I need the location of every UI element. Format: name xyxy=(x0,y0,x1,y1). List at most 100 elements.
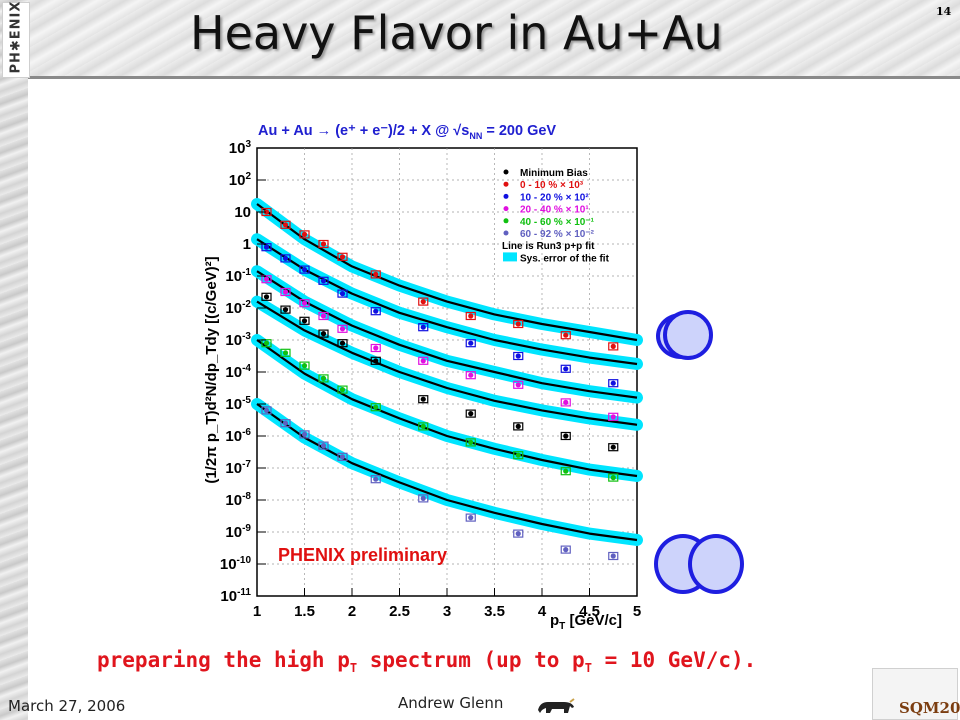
data-point-box xyxy=(418,395,429,404)
caption-part2: spectrum (up to p xyxy=(357,648,585,672)
data-point-box xyxy=(560,431,571,441)
data-point-box xyxy=(560,398,571,407)
data-point xyxy=(320,443,327,449)
data-point xyxy=(515,321,521,327)
data-point xyxy=(610,343,616,349)
data-point xyxy=(420,423,426,429)
data-point xyxy=(468,313,474,319)
data-point xyxy=(515,382,521,388)
data-point xyxy=(320,241,327,247)
data-point xyxy=(320,375,327,381)
data-points xyxy=(261,207,619,561)
y-tick-label: 10-4 xyxy=(225,363,251,381)
data-point xyxy=(320,331,327,337)
y-tick-label: 10-1 xyxy=(225,267,251,285)
y-tick-label: 10 xyxy=(234,204,251,221)
data-point-box xyxy=(513,451,524,460)
y-tick-label: 10-7 xyxy=(225,459,251,477)
marble-sidebar xyxy=(0,0,28,720)
data-point xyxy=(468,340,474,346)
y-tick-labels: 10310210110-110-210-310-410-510-610-710-… xyxy=(220,139,266,605)
data-point xyxy=(610,414,616,420)
data-point-box xyxy=(418,297,429,306)
data-point xyxy=(301,363,308,369)
data-point-box xyxy=(280,305,291,314)
data-point xyxy=(515,353,521,359)
data-point xyxy=(610,475,616,481)
legend-entry: Sys. error of the fit xyxy=(520,253,610,264)
y-tick-label: 1 xyxy=(243,236,251,253)
data-point-box xyxy=(299,316,310,325)
phenix-logo: PH✱ENIX xyxy=(2,0,30,78)
data-point-box xyxy=(608,342,619,351)
y-tick-label: 10-10 xyxy=(220,555,252,573)
y-tick-label: 10-5 xyxy=(225,395,251,413)
legend-entry: Minimum Bias xyxy=(520,168,588,179)
data-point xyxy=(301,267,308,273)
circle-top-front xyxy=(663,310,713,360)
data-point xyxy=(468,439,474,445)
data-point xyxy=(339,387,346,393)
data-point xyxy=(263,244,270,250)
data-point xyxy=(263,407,270,413)
data-point xyxy=(373,476,379,482)
fit-curve xyxy=(256,203,638,342)
circle-bottom-right xyxy=(688,534,744,594)
data-point xyxy=(420,324,426,330)
data-point-box xyxy=(370,307,381,316)
data-point xyxy=(282,420,289,426)
data-point-box xyxy=(370,475,381,484)
data-point-box xyxy=(280,348,291,357)
data-point-box xyxy=(465,339,476,348)
legend-marker xyxy=(503,193,509,199)
data-point xyxy=(563,468,569,474)
data-point-box xyxy=(560,364,571,373)
data-point-box xyxy=(560,467,571,476)
data-point-box xyxy=(370,356,381,365)
header-divider xyxy=(28,76,960,79)
data-point xyxy=(301,300,308,306)
data-point xyxy=(420,396,426,402)
data-point xyxy=(373,271,379,277)
data-point-box xyxy=(261,243,272,252)
data-point xyxy=(420,299,426,305)
chart-title-sub: NN xyxy=(469,131,482,141)
data-point xyxy=(301,231,308,237)
data-point-box xyxy=(418,323,429,332)
data-point xyxy=(563,399,569,405)
legend-entry: 20 - 40 % × 10¹ xyxy=(520,205,589,216)
data-point-box xyxy=(337,252,348,261)
legend-entry: 40 - 60 % × 10⁻¹ xyxy=(520,217,595,228)
legend-marker xyxy=(503,252,517,262)
x-tick-label: 3.5 xyxy=(484,603,505,620)
data-point xyxy=(282,255,289,261)
slide-date: March 27, 2006 xyxy=(8,697,126,715)
data-point-box xyxy=(337,385,348,394)
data-point-box xyxy=(465,438,476,447)
x-axis-label-unit: [GeV/c] xyxy=(565,612,622,629)
data-point xyxy=(263,294,270,300)
x-tick-label: 1.5 xyxy=(294,603,315,620)
legend-marker xyxy=(503,169,509,175)
data-point xyxy=(282,350,289,356)
legend-entry: 0 - 10 % × 10³ xyxy=(520,180,584,191)
data-point xyxy=(563,332,569,338)
data-point xyxy=(282,222,289,228)
fit-curve xyxy=(256,403,638,542)
data-point xyxy=(339,291,346,297)
legend-entry: 60 - 92 % × 10⁻² xyxy=(520,229,595,240)
data-point-box xyxy=(337,452,348,461)
phenix-logo-text: PH✱ENIX xyxy=(8,0,24,74)
slide-title: Heavy Flavor in Au+Au xyxy=(190,6,723,60)
legend-marker xyxy=(503,206,509,212)
data-point xyxy=(515,452,521,458)
data-point-box xyxy=(465,409,476,418)
data-point xyxy=(339,454,346,460)
caption-sub2: T xyxy=(584,661,592,676)
caption-part1: preparing the high p xyxy=(97,648,350,672)
data-point-box xyxy=(299,430,310,439)
data-point-box xyxy=(261,406,272,415)
data-point xyxy=(563,366,569,372)
data-point-box xyxy=(280,287,291,297)
data-point xyxy=(563,547,569,553)
